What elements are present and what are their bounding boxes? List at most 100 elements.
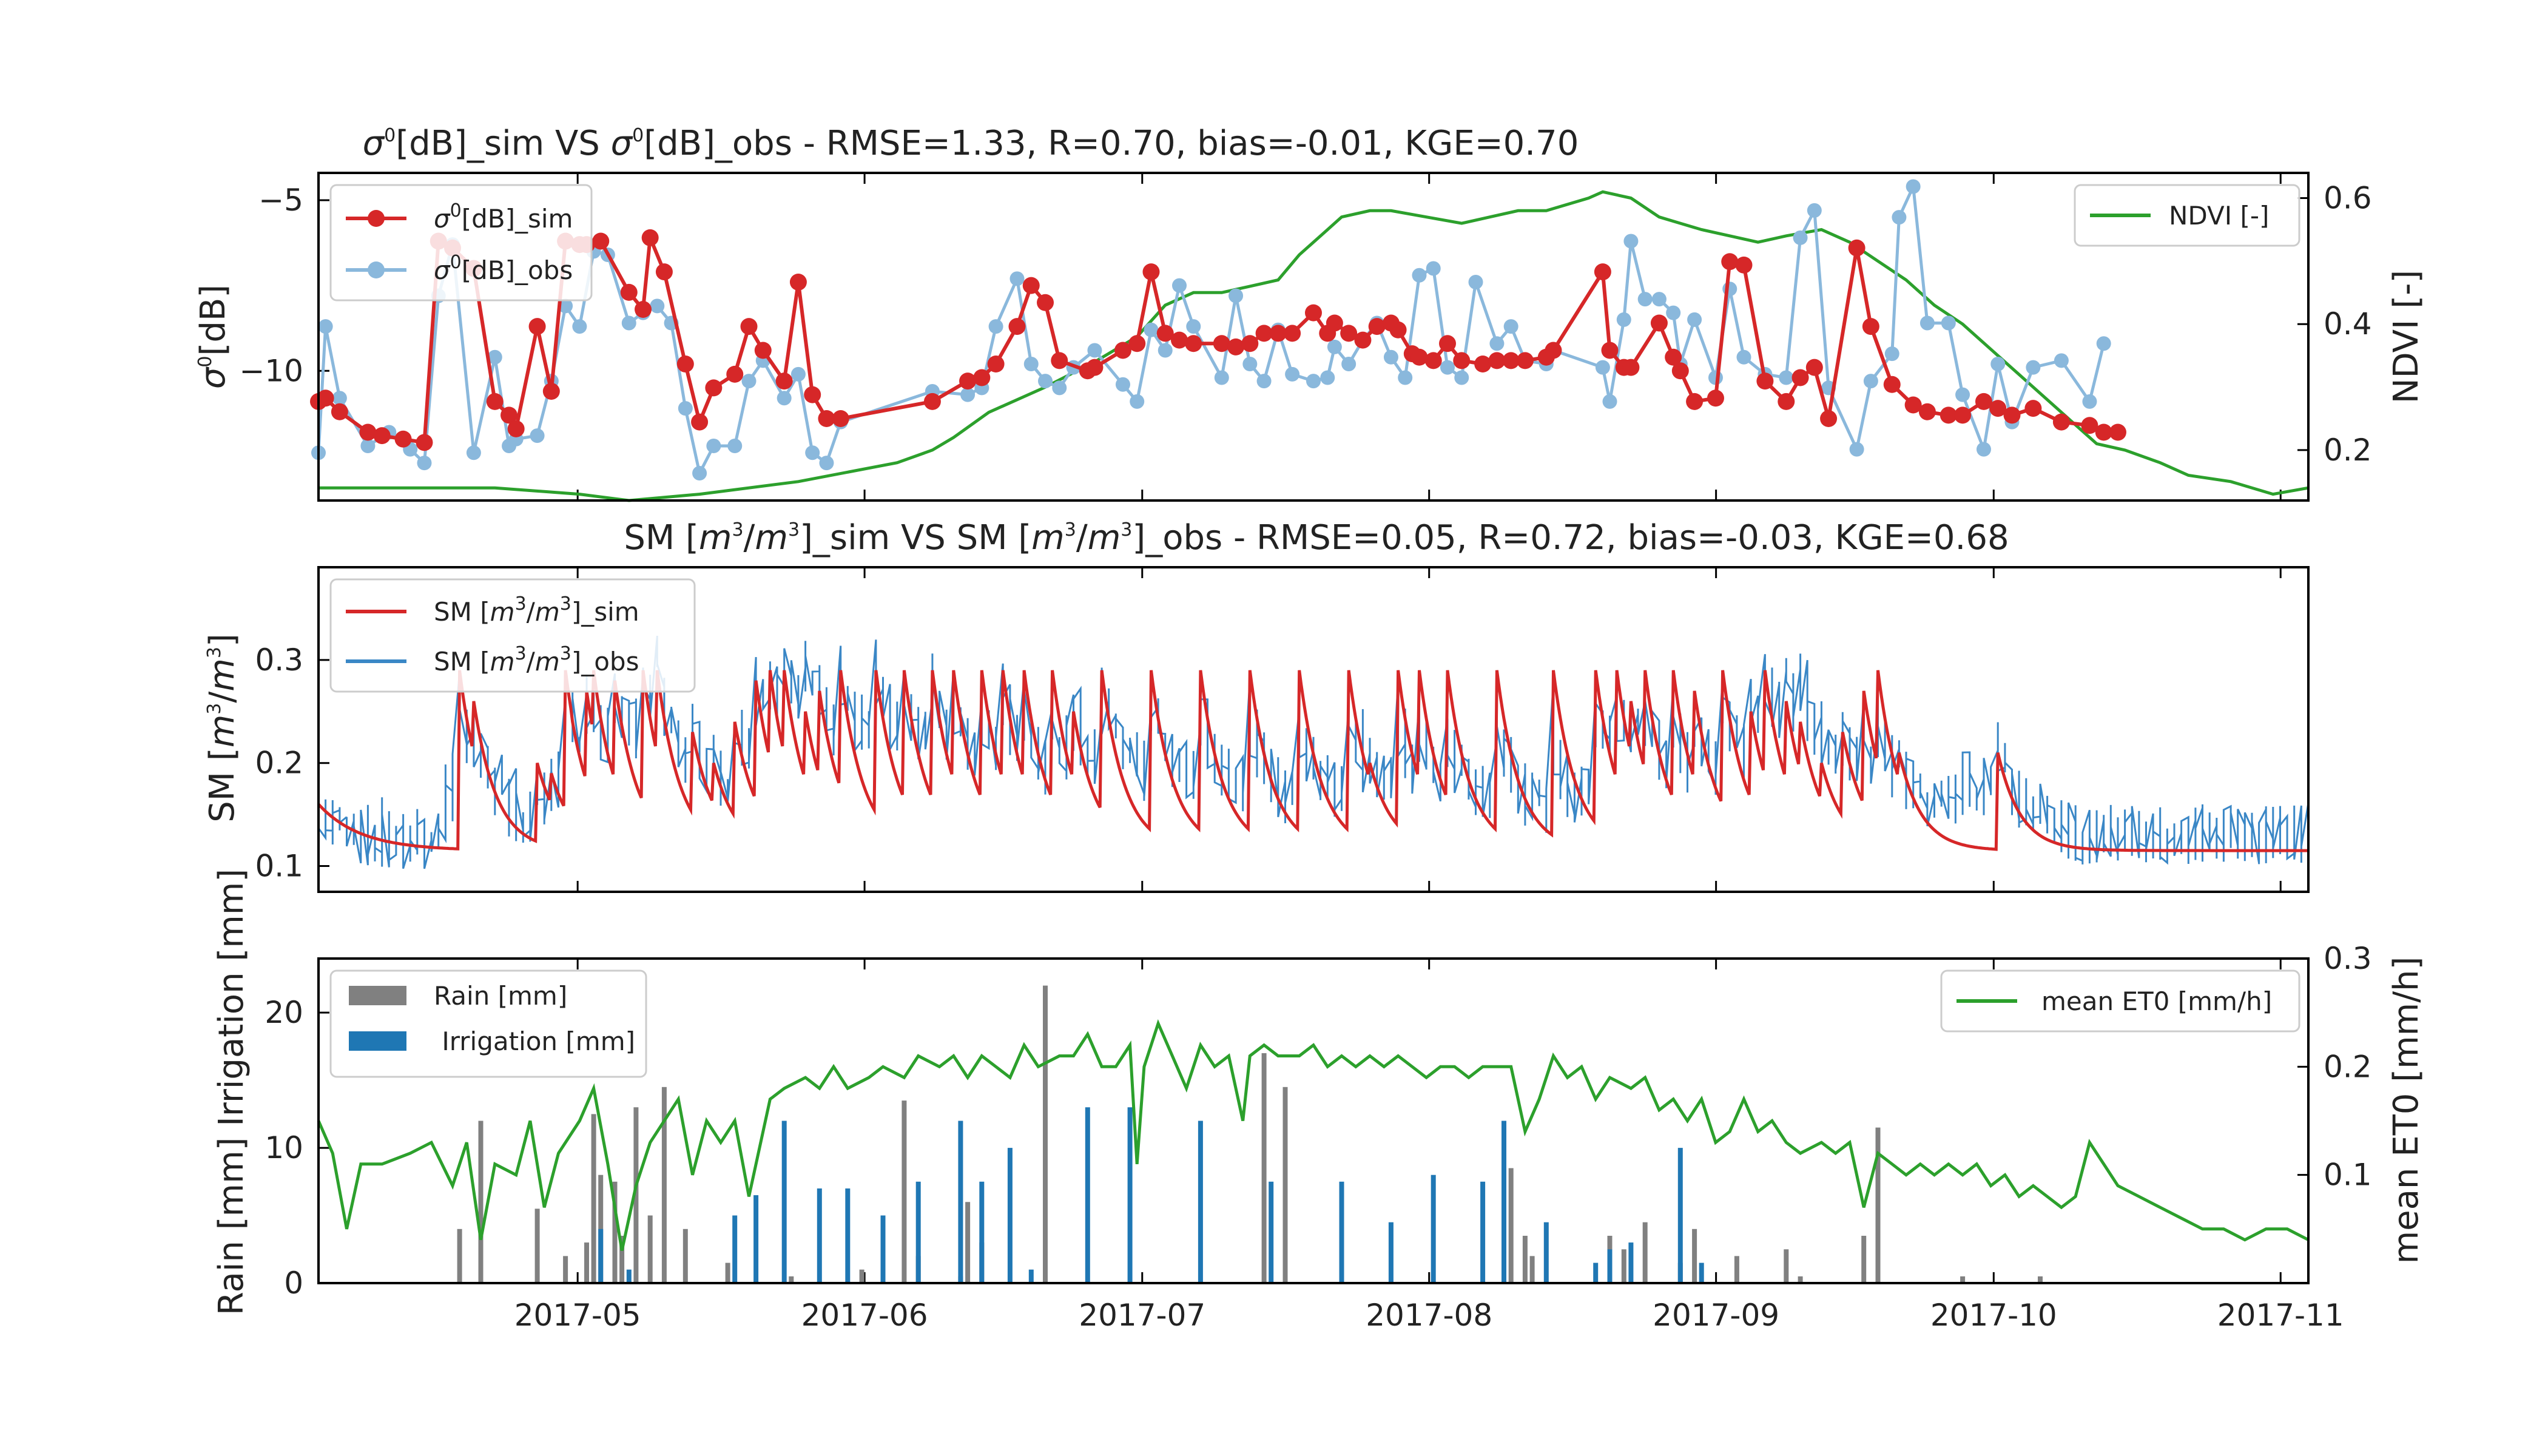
obs-point <box>1144 322 1159 337</box>
obs-point <box>1327 339 1342 354</box>
sim-point <box>1665 348 1682 366</box>
irrigation-bar <box>753 1195 759 1283</box>
obs-point <box>572 319 587 334</box>
rain-bar <box>1529 1256 1535 1283</box>
panel2-ylabel: SM [m3/m3] <box>203 633 242 823</box>
obs-point <box>741 374 757 389</box>
rain-bar <box>1784 1249 1789 1283</box>
rain-bar <box>1875 1127 1881 1283</box>
panel2-left-ticks: 0.3 0.2 0.1 <box>255 642 329 884</box>
obs-point <box>1976 442 1991 457</box>
sim-point <box>1791 369 1809 386</box>
panel1-legend-right: NDVI [-] <box>2074 184 2300 247</box>
sim-point <box>1883 376 1901 393</box>
obs-point <box>988 319 1003 334</box>
sim-point <box>2095 423 2112 441</box>
sim-point <box>1721 253 1739 271</box>
sim-point <box>1269 325 1287 342</box>
sim-point <box>676 356 694 372</box>
sim-point <box>1305 304 1322 322</box>
sim-point <box>973 369 991 386</box>
sim-point <box>1622 359 1640 376</box>
obs-point <box>1087 343 1102 358</box>
sim-point <box>832 410 849 427</box>
obs-point <box>1616 312 1631 327</box>
sim-point <box>775 372 793 390</box>
legend-ndvi-label: NDVI [-] <box>2169 201 2269 231</box>
sim-point <box>1241 335 1259 352</box>
irrigation-bar <box>1339 1181 1344 1283</box>
obs-point <box>678 401 693 416</box>
rain-bar <box>1861 1236 1867 1283</box>
sim-point <box>2024 400 2042 417</box>
irrigation-bar <box>979 1181 985 1283</box>
irrigation-bar <box>781 1121 787 1283</box>
rain-bar <box>633 1107 639 1283</box>
legend-obs-label: σ0[dB]_obs <box>434 252 573 285</box>
rain-bar <box>1734 1256 1739 1283</box>
sim-point <box>1989 400 2007 417</box>
legend-obs-marker <box>368 261 385 278</box>
irrigation-bar <box>845 1188 851 1283</box>
sim-point <box>726 365 744 383</box>
sim-point <box>416 434 433 451</box>
irrigation-bar <box>1388 1222 1394 1283</box>
sim-point <box>1022 277 1040 294</box>
irrigation-bar <box>626 1269 632 1283</box>
rain-bar <box>1692 1228 1697 1283</box>
sim-point <box>1488 352 1506 369</box>
sim-point <box>789 274 807 291</box>
irrigation-bar <box>1127 1107 1133 1283</box>
y-tick-label-right: 0.2 <box>2324 433 2372 468</box>
sim-point <box>317 389 334 407</box>
rain-bar <box>1261 1053 1267 1283</box>
panel1-ylabel: σ0[dB] <box>194 285 233 389</box>
obs-point <box>1849 442 1864 457</box>
obs-point <box>1256 374 1272 389</box>
legend-rain-label: Rain [mm] <box>434 981 567 1011</box>
sim-point <box>1940 406 1957 424</box>
panel3-frame <box>317 957 2310 1284</box>
rain-bar <box>682 1228 688 1283</box>
y-tick-label: 20 <box>265 995 303 1030</box>
rain-bar <box>1960 1276 1966 1283</box>
legend-rain: Rain [mm] <box>349 981 567 1011</box>
irrigation-bar <box>915 1181 921 1283</box>
sim-point <box>641 229 659 246</box>
panel2-frame <box>317 566 2310 893</box>
panel2-legend-box <box>329 578 696 693</box>
legend-sm-sim-label: SM [m3/m3]_sim <box>434 593 639 627</box>
sim-point <box>754 342 772 359</box>
legend-rain-swatch <box>349 986 406 1005</box>
rain-bar <box>612 1181 618 1283</box>
obs-point <box>1793 230 1808 245</box>
sim-point <box>542 383 560 400</box>
irrigation-bar <box>598 1228 604 1283</box>
sim-point <box>1904 396 1922 414</box>
sim-point <box>500 406 518 424</box>
legend-sim-label: σ0[dB]_sim <box>434 200 573 234</box>
obs-point <box>1306 374 1321 389</box>
obs-point <box>1426 261 1441 276</box>
irrigation-bar <box>1480 1181 1486 1283</box>
obs-point <box>1892 210 1907 225</box>
legend-irrigation-label: Irrigation [mm] <box>434 1026 635 1056</box>
sim-point <box>818 410 835 427</box>
irrigation-bar <box>1699 1262 1704 1283</box>
sim-point <box>1213 335 1230 352</box>
panel3-ylabel-right: mean ET0 [mm/h] <box>2387 957 2426 1264</box>
irrigation-bar <box>1007 1148 1013 1283</box>
irrigation-bar <box>817 1188 822 1283</box>
obs-point <box>1172 278 1187 293</box>
obs-point <box>332 391 347 406</box>
irrigation-bar <box>1593 1262 1599 1283</box>
obs-point <box>1023 357 1039 371</box>
obs-point <box>1637 292 1653 307</box>
sim-point <box>1778 393 1795 410</box>
y-tick-label: −10 <box>239 353 303 388</box>
sim-point <box>2109 423 2126 441</box>
panel3-legend-right-box <box>1940 969 2300 1033</box>
obs-point <box>2054 353 2069 368</box>
sim-point <box>394 430 412 448</box>
